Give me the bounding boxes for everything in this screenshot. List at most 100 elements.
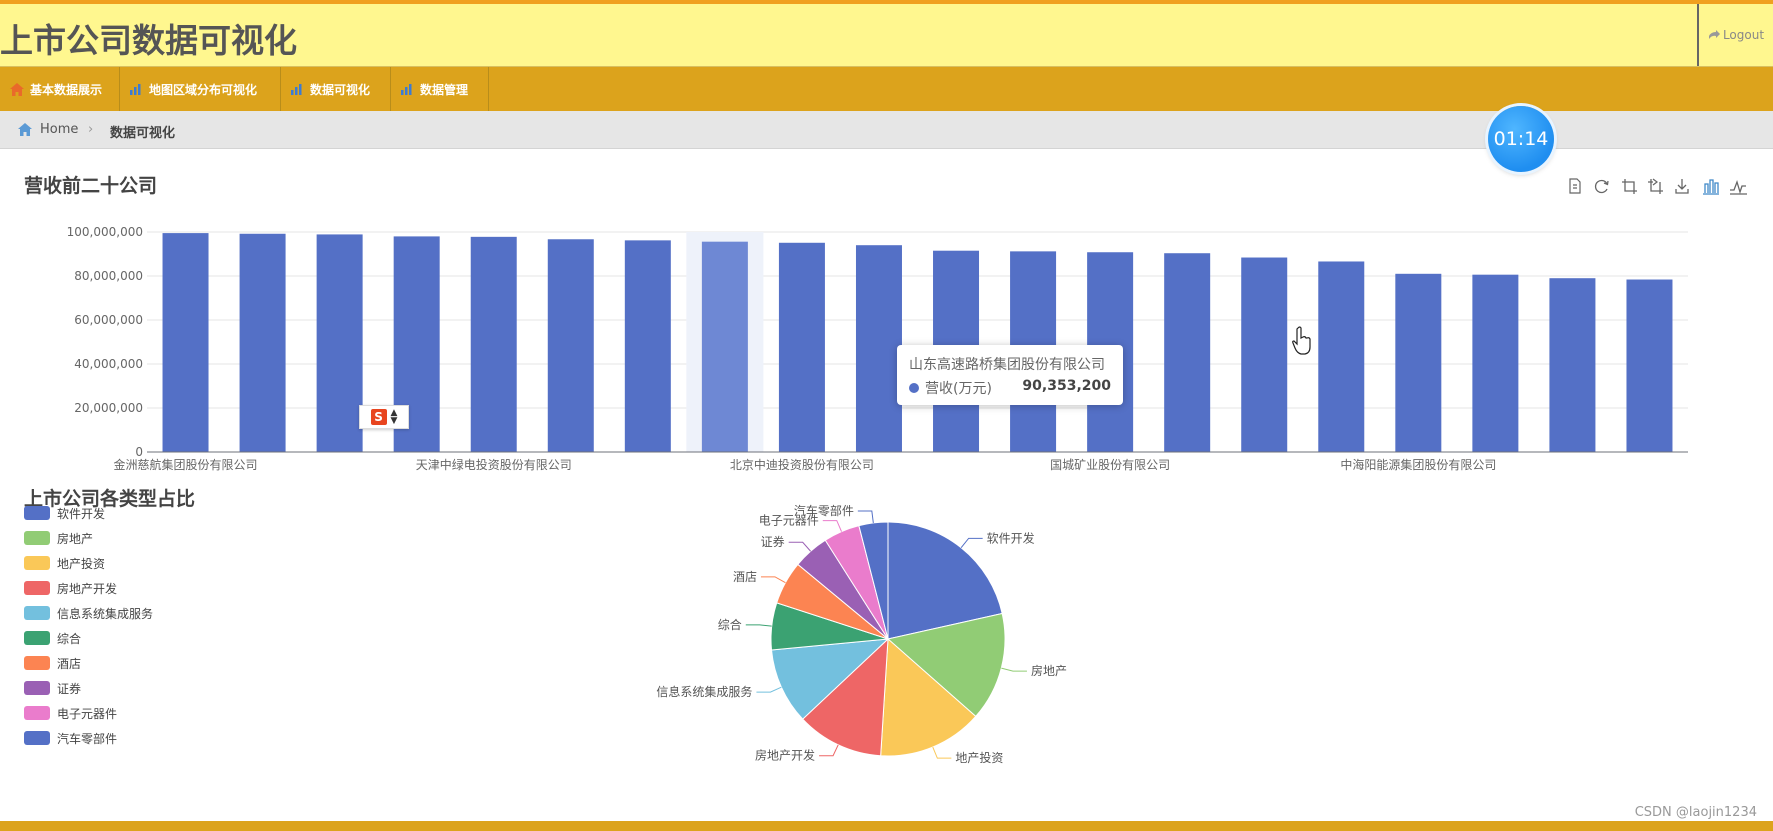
pie-label-line	[745, 624, 772, 627]
legend-swatch	[24, 631, 50, 645]
x-tick-label: 天津中绿电投资股份有限公司	[416, 457, 572, 472]
bar[interactable]	[316, 234, 363, 452]
tooltip-company-name: 山东高速路桥集团股份有限公司	[909, 357, 1105, 373]
pie-label-line	[760, 576, 786, 584]
bar-chart-icon[interactable]	[1699, 174, 1721, 198]
x-tick-label: 北京中迪投资股份有限公司	[730, 457, 874, 472]
pie-slice[interactable]	[802, 637, 889, 757]
pie-label-line	[932, 746, 952, 759]
bar-chart-icon	[291, 84, 302, 95]
bar[interactable]	[1626, 279, 1673, 452]
pie-slice[interactable]	[887, 521, 1003, 640]
legend-label: 软件开发	[57, 506, 106, 521]
bar[interactable]	[701, 241, 748, 452]
bar[interactable]	[778, 242, 825, 452]
legend-item[interactable]: 房地产	[24, 530, 93, 546]
hand-cursor-icon	[1292, 326, 1311, 355]
logout-label: Logout	[1722, 28, 1765, 42]
legend-label: 酒店	[57, 656, 82, 671]
logout-button[interactable]: Logout	[1697, 4, 1773, 66]
legend-item[interactable]: 综合	[24, 630, 81, 646]
pie-slice[interactable]	[776, 563, 889, 640]
pie-slice[interactable]	[770, 602, 889, 651]
pie-label-line	[819, 744, 839, 757]
chart-tooltip: 山东高速路桥集团股份有限公司 营收(万元) 90,353,200	[897, 345, 1123, 405]
legend-swatch	[24, 506, 50, 520]
bar[interactable]	[1395, 273, 1442, 452]
bar[interactable]	[239, 233, 286, 452]
legend-label: 信息系统集成服务	[57, 606, 154, 621]
chart-toolbox	[1564, 174, 1754, 198]
chevron-right-icon: ›	[88, 122, 94, 137]
pie-slice[interactable]	[770, 638, 890, 720]
app-header: 上市公司数据可视化	[0, 4, 1773, 67]
refresh-icon[interactable]	[1591, 174, 1613, 198]
y-tick-label: 60,000,000	[74, 313, 143, 327]
bar[interactable]	[1472, 274, 1519, 452]
ime-logo-icon: S	[370, 409, 387, 425]
legend-swatch	[24, 581, 50, 595]
tooltip-series-name: 营收(万元)	[925, 381, 992, 397]
legend-swatch	[24, 531, 50, 545]
download-icon[interactable]	[1671, 174, 1693, 198]
bar-chart-icon	[130, 84, 141, 95]
pie-slice[interactable]	[886, 612, 1006, 718]
legend-item[interactable]: 地产投资	[24, 555, 105, 571]
pie-slice-label: 地产投资	[955, 750, 1003, 765]
legend-label: 地产投资	[57, 556, 106, 571]
nav-item-data-visualization[interactable]: 数据可视化	[281, 67, 391, 111]
legend-swatch	[24, 681, 50, 695]
timer-badge[interactable]: 01:14	[1488, 106, 1554, 172]
breadcrumb-home[interactable]: Home	[18, 122, 78, 137]
legend-label: 证券	[57, 681, 82, 696]
ime-toolbar[interactable]: S ▲ ▼	[359, 405, 409, 429]
legend-item[interactable]: 电子元器件	[24, 705, 117, 721]
legend-item[interactable]: 证券	[24, 680, 81, 696]
nav-item-label: 数据管理	[420, 82, 469, 97]
line-chart-icon[interactable]	[1727, 174, 1749, 198]
bar[interactable]	[470, 236, 517, 452]
bar[interactable]	[162, 233, 209, 452]
legend-item[interactable]: 汽车零部件	[24, 730, 117, 746]
nav-item-basic-data[interactable]: 基本数据展示	[0, 67, 120, 111]
home-icon	[18, 123, 32, 136]
bar-chart: 0 20,000,000 40,000,000 60,000,000 80,000,00…	[67, 225, 1688, 472]
legend-item[interactable]: 房地产开发	[24, 580, 117, 596]
pie-slice-label: 综合	[718, 617, 742, 632]
pie-slice[interactable]	[797, 539, 889, 640]
legend-label: 电子元器件	[57, 706, 118, 721]
legend-item[interactable]: 信息系统集成服务	[24, 605, 153, 621]
legend-swatch	[24, 656, 50, 670]
nav-item-map-distribution[interactable]: 地图区域分布可视化	[120, 67, 281, 111]
pie-label-line	[822, 520, 842, 532]
bar[interactable]	[855, 245, 902, 452]
pie-slice-label: 酒店	[733, 570, 757, 584]
home-icon	[10, 82, 24, 96]
y-tick-label: 20,000,000	[74, 401, 143, 415]
bar[interactable]	[1241, 257, 1288, 452]
nav-item-data-management[interactable]: 数据管理	[391, 67, 489, 111]
zoom-reset-icon[interactable]	[1644, 174, 1666, 198]
bar[interactable]	[1549, 278, 1596, 452]
footer-bar	[0, 821, 1773, 831]
bar[interactable]	[1318, 261, 1365, 452]
zoom-icon[interactable]	[1618, 174, 1640, 198]
legend-swatch	[24, 731, 50, 745]
pie-slice[interactable]	[880, 637, 977, 757]
x-tick-label: 金洲慈航集团股份有限公司	[114, 457, 258, 472]
legend-item[interactable]: 软件开发	[24, 505, 105, 521]
data-view-icon[interactable]	[1564, 174, 1586, 198]
pie-slice[interactable]	[858, 521, 889, 640]
nav-item-label: 基本数据展示	[30, 82, 103, 97]
pie-label-line	[788, 541, 812, 552]
ime-arrows-icon: ▲ ▼	[390, 408, 398, 426]
pie-slice[interactable]	[824, 525, 889, 640]
breadcrumb: Home › 数据可视化	[0, 111, 1773, 149]
bar[interactable]	[624, 240, 671, 452]
legend-swatch	[24, 706, 50, 720]
logout-icon	[1708, 30, 1720, 39]
x-tick-label: 中海阳能源集团股份有限公司	[1340, 457, 1496, 472]
legend-item[interactable]: 酒店	[24, 655, 81, 671]
bar[interactable]	[547, 239, 594, 452]
bar[interactable]	[1164, 253, 1211, 452]
